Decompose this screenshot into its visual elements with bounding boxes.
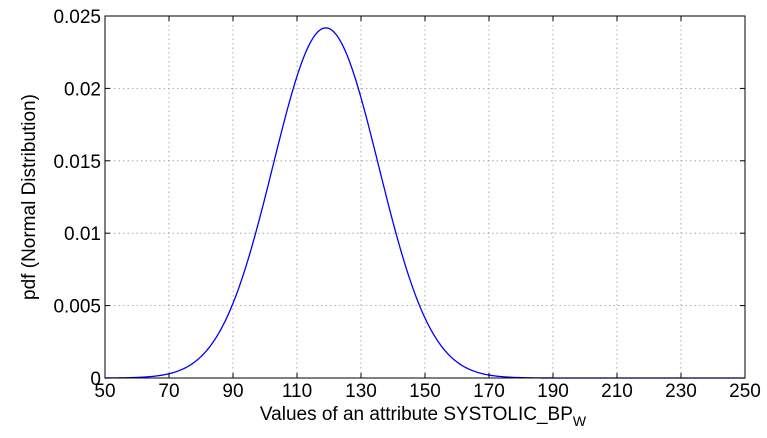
y-tick-labels: 0 0.005 0.01 0.015 0.02 0.025 xyxy=(53,7,101,390)
x-tick-label: 110 xyxy=(282,381,312,402)
x-tick-label: 130 xyxy=(345,381,377,402)
x-axis-label-subscript: W xyxy=(573,413,587,429)
y-tick-label: 0.005 xyxy=(53,297,101,318)
x-tick-label: 70 xyxy=(158,381,179,402)
axis-ticks xyxy=(104,15,746,379)
x-tick-label: 250 xyxy=(729,381,761,402)
y-tick-label: 0.025 xyxy=(53,7,101,28)
y-tick-label: 0.015 xyxy=(53,152,101,173)
y-tick-label: 0.01 xyxy=(64,224,101,245)
x-axis-label-main: Values of an attribute SYSTOLIC_BP xyxy=(260,404,573,425)
x-tick-label: 230 xyxy=(665,381,697,402)
x-axis-label: Values of an attribute SYSTOLIC_BPW xyxy=(260,404,587,429)
y-axis-label: pdf (Normal Distribution) xyxy=(19,94,40,300)
x-tick-label: 90 xyxy=(222,381,243,402)
grid-lines xyxy=(105,16,745,378)
x-tick-label: 210 xyxy=(601,381,633,402)
x-tick-label: 170 xyxy=(473,381,505,402)
y-tick-label: 0.02 xyxy=(64,79,101,100)
x-tick-labels: 50 70 90 110 130 150 170 190 210 230 250 xyxy=(94,381,760,402)
x-tick-label: 50 xyxy=(94,381,115,402)
x-tick-label: 150 xyxy=(409,381,441,402)
x-tick-label: 190 xyxy=(537,381,569,402)
y-tick-label: 0 xyxy=(90,369,101,390)
